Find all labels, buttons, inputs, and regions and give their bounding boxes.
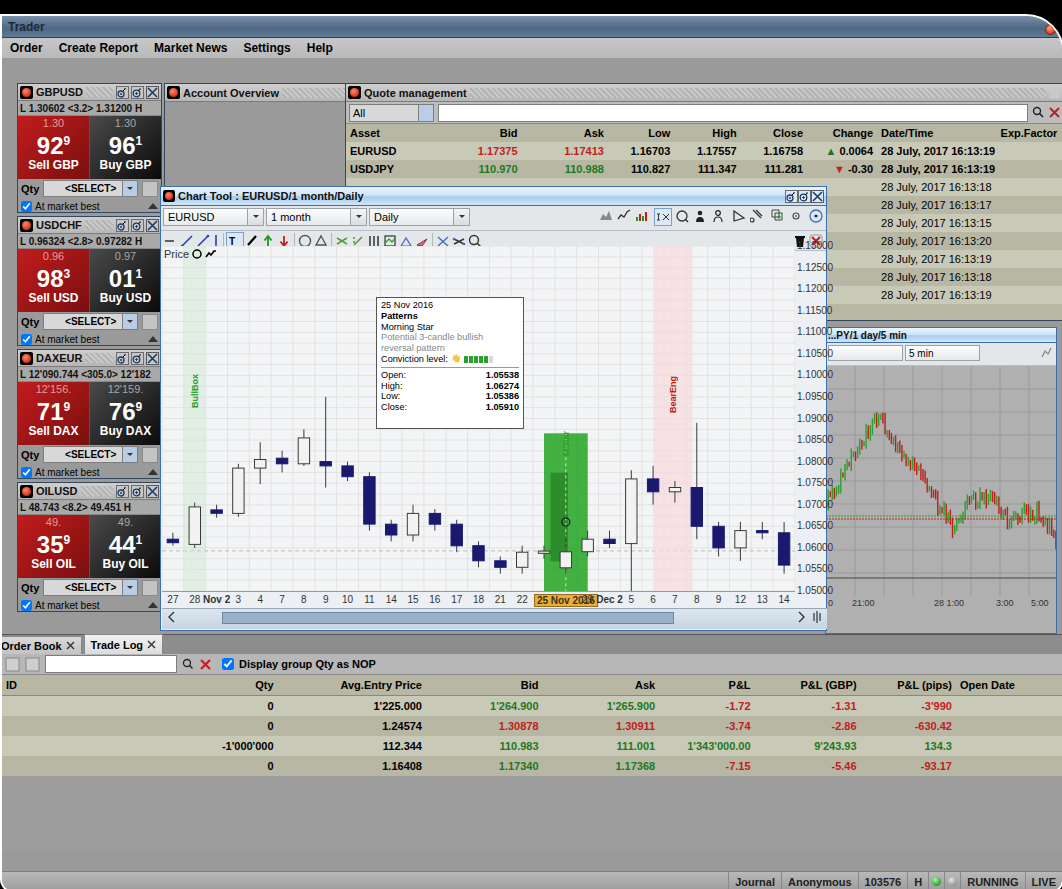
- svg-text:T: T: [229, 236, 235, 247]
